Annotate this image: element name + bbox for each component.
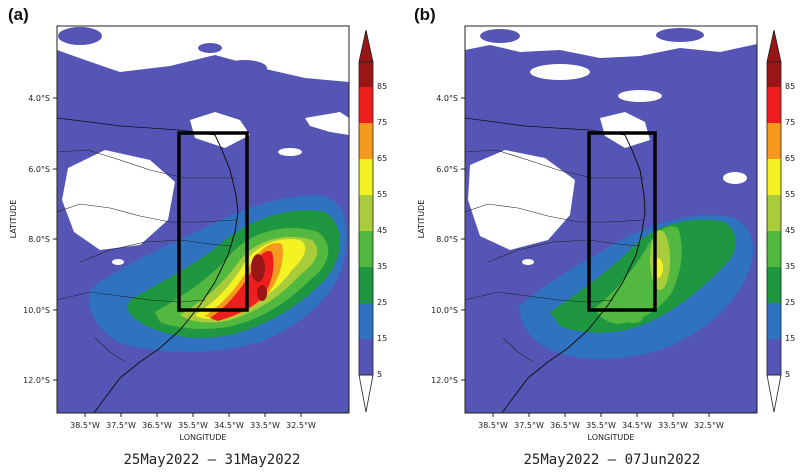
- y-tick-label: 4.0°S: [28, 94, 50, 103]
- x-tick-label: 36.5°W: [550, 421, 580, 430]
- colorbar-box: [359, 123, 373, 159]
- y-tick-label: 12.0°S: [23, 376, 50, 385]
- x-tick-label: 35.5°W: [586, 421, 616, 430]
- y-tick-marks: [461, 97, 465, 381]
- colorbar-box: [359, 303, 373, 339]
- colorbar-tick: 65: [785, 154, 795, 163]
- colorbar-box: [359, 231, 373, 267]
- colorbar-tick: 65: [377, 154, 387, 163]
- colorbar-box: [767, 195, 781, 231]
- colorbar-tick: 85: [785, 82, 795, 91]
- colorbar-top-arrow: [358, 29, 374, 63]
- map-frame: [464, 25, 758, 414]
- x-axis-label: LONGITUDE: [588, 433, 635, 442]
- colorbar: 5 15 25 35 45 55 65 75 85: [766, 29, 795, 413]
- x-tick-marks: [84, 413, 302, 417]
- x-tick-label: 37.5°W: [514, 421, 544, 430]
- colorbar-tick: 75: [377, 118, 387, 127]
- x-tick-label: 34.5°W: [622, 421, 652, 430]
- colorbar-box: [359, 339, 373, 375]
- colorbar-tick: 45: [377, 226, 387, 235]
- map-frame: [56, 25, 350, 414]
- colorbar-box: [359, 267, 373, 303]
- x-tick-label: 34.5°W: [214, 421, 244, 430]
- time-period-caption: 25May2022 – 31May2022: [123, 452, 300, 468]
- x-tick-label: 32.5°W: [694, 421, 724, 430]
- colorbar: 5 15 25 35 45 55 65 75 85: [358, 29, 387, 413]
- y-tick-label: 4.0°S: [436, 94, 458, 103]
- x-tick-label: 38.5°W: [70, 421, 100, 430]
- colorbar-tick: 45: [785, 226, 795, 235]
- colorbar-box: [767, 123, 781, 159]
- panel-b: (b): [414, 5, 795, 468]
- y-tick-label: 10.0°S: [431, 306, 458, 315]
- map-field: [57, 26, 349, 413]
- colorbar-tick: 35: [377, 262, 387, 271]
- y-tick-label: 12.0°S: [431, 376, 458, 385]
- colorbar-tick: 75: [785, 118, 795, 127]
- colorbar-tick: 5: [377, 370, 382, 379]
- x-tick-label: 32.5°W: [286, 421, 316, 430]
- x-tick-label: 33.5°W: [658, 421, 688, 430]
- colorbar-box: [359, 62, 373, 87]
- panel-a: (a): [8, 5, 387, 468]
- colorbar-top-arrow: [766, 29, 782, 63]
- colorbar-tick: 85: [377, 82, 387, 91]
- panel-label: (a): [8, 5, 29, 24]
- colorbar-box: [767, 267, 781, 303]
- colorbar-box: [359, 87, 373, 123]
- colorbar-tick: 55: [785, 190, 795, 199]
- colorbar-tick: 15: [785, 334, 795, 343]
- panel-label: (b): [414, 5, 436, 24]
- study-area-box: [587, 131, 657, 312]
- colorbar-box: [767, 231, 781, 267]
- x-tick-label: 35.5°W: [178, 421, 208, 430]
- y-axis-label: LATITUDE: [9, 200, 18, 239]
- colorbar-box: [767, 303, 781, 339]
- y-tick-label: 6.0°S: [436, 165, 458, 174]
- y-tick-label: 10.0°S: [23, 306, 50, 315]
- colorbar-box: [767, 62, 781, 87]
- colorbar-tick: 25: [377, 298, 387, 307]
- colorbar-box: [767, 159, 781, 195]
- x-tick-label: 36.5°W: [142, 421, 172, 430]
- colorbar-tick: 25: [785, 298, 795, 307]
- x-tick-label: 38.5°W: [478, 421, 508, 430]
- colorbar-box: [767, 339, 781, 375]
- x-axis-label: LONGITUDE: [180, 433, 227, 442]
- y-axis-label: LATITUDE: [417, 200, 426, 239]
- colorbar-tick: 55: [377, 190, 387, 199]
- map-field: [465, 26, 757, 413]
- y-tick-marks: [53, 97, 57, 381]
- y-tick-label: 8.0°S: [436, 235, 458, 244]
- y-tick-label: 6.0°S: [28, 165, 50, 174]
- y-tick-label: 8.0°S: [28, 235, 50, 244]
- time-period-caption: 25May2022 – 07Jun2022: [523, 452, 700, 468]
- colorbar-tick: 35: [785, 262, 795, 271]
- x-tick-label: 37.5°W: [106, 421, 136, 430]
- colorbar-box: [359, 159, 373, 195]
- colorbar-box: [767, 87, 781, 123]
- x-tick-marks: [492, 413, 710, 417]
- x-tick-label: 33.5°W: [250, 421, 280, 430]
- colorbar-tick: 5: [785, 370, 790, 379]
- colorbar-tick: 15: [377, 334, 387, 343]
- study-area-box: [177, 131, 249, 312]
- colorbar-box: [359, 195, 373, 231]
